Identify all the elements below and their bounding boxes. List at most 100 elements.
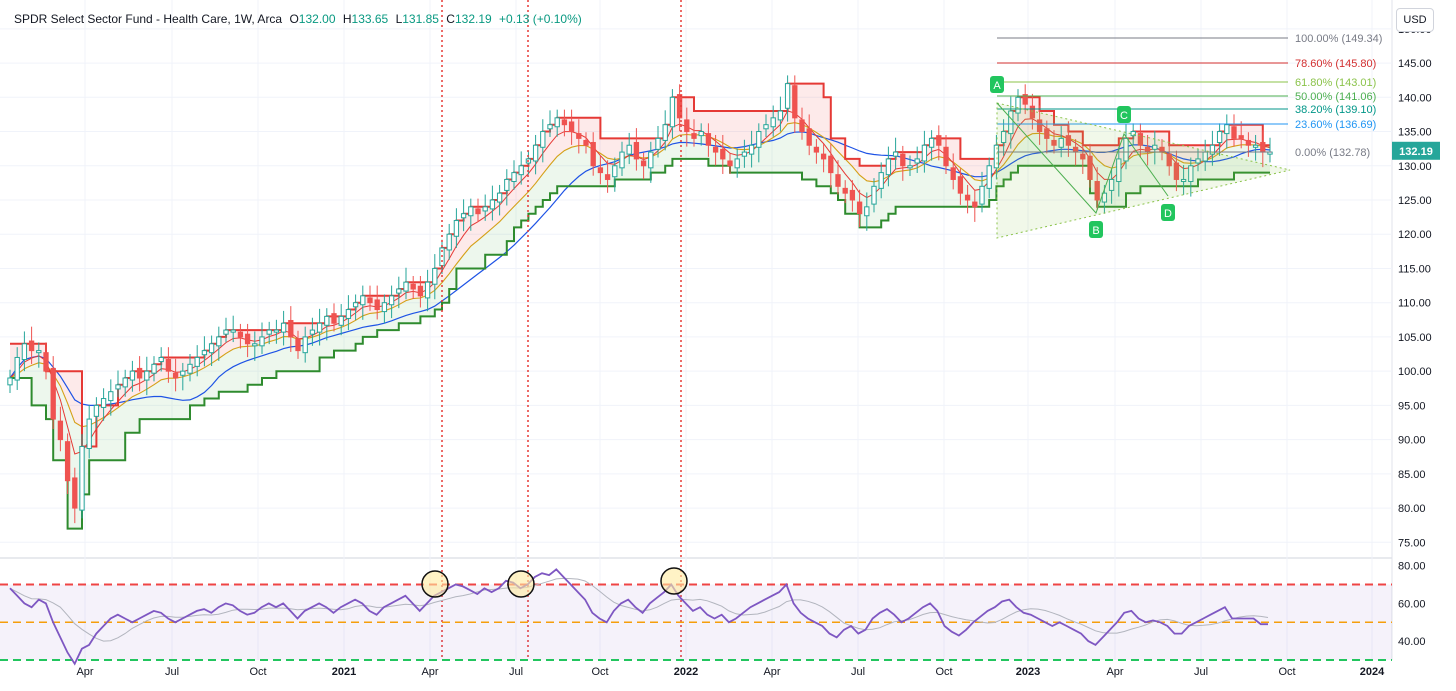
candle (1087, 143, 1093, 188)
candle-body (129, 370, 136, 381)
candle-body (1087, 155, 1093, 180)
candle (57, 406, 64, 452)
time-tick-label: Oct (935, 666, 952, 678)
candle (590, 132, 596, 176)
candle-body (842, 187, 848, 194)
candle (446, 223, 452, 260)
candle (777, 96, 784, 132)
candle (1000, 119, 1007, 156)
candle (295, 330, 301, 359)
candle-body (684, 119, 690, 133)
fib-level-label: 50.00% (141.06) (1295, 91, 1376, 103)
rsi-tick-label: 60.00 (1398, 598, 1426, 610)
candle (216, 326, 222, 361)
candle (511, 160, 517, 190)
time-tick-label: Jul (509, 666, 523, 678)
candle-body (1008, 110, 1014, 135)
candle (921, 130, 928, 173)
candle (576, 119, 582, 154)
open-label: O (289, 12, 299, 26)
candle (727, 152, 733, 174)
candle-body (403, 281, 409, 292)
candle (820, 143, 827, 173)
candle (316, 308, 323, 346)
candle-body (180, 370, 186, 376)
fib-level-label: 38.20% (139.10) (1295, 104, 1376, 116)
price-tick-label: 80.00 (1398, 503, 1426, 515)
price-tick-label: 110.00 (1398, 298, 1431, 310)
candle (1188, 157, 1194, 197)
candle-body (367, 297, 373, 304)
open-value: 132.00 (298, 12, 336, 26)
candle-body (1173, 162, 1180, 180)
candle-body (828, 155, 834, 174)
candle (72, 467, 78, 524)
candle-body (21, 343, 28, 361)
candle (280, 310, 287, 346)
candle-body (612, 165, 618, 178)
close-value: 132.19 (454, 12, 492, 26)
candle (648, 141, 654, 183)
time-tick-label: Jul (851, 666, 865, 678)
candle-body (165, 359, 172, 372)
candle-body (1000, 131, 1007, 143)
candle-body (7, 377, 13, 386)
candle-body (1036, 119, 1043, 133)
candle-body (1044, 128, 1050, 139)
candle-body (720, 148, 726, 160)
candle (1245, 132, 1252, 157)
candle-body (144, 370, 150, 381)
close-label: C (446, 12, 455, 26)
candle (619, 141, 625, 177)
candle (655, 126, 661, 158)
candle-body (784, 83, 791, 109)
candle-body (979, 185, 985, 205)
candle (828, 143, 834, 188)
candle-body (417, 285, 424, 297)
candle (151, 356, 157, 382)
price-tick-label: 130.00 (1398, 161, 1432, 173)
candle-body (698, 131, 704, 137)
candle (676, 84, 683, 132)
candle-body (957, 176, 964, 194)
time-tick-label: Oct (591, 666, 608, 678)
candle (532, 134, 539, 175)
candle (453, 208, 460, 248)
candle-body (1022, 94, 1028, 105)
time-tick-label: 2023 (1016, 666, 1040, 678)
candle-body (1245, 139, 1252, 146)
candle (1036, 105, 1043, 145)
price-tick-label: 85.00 (1398, 469, 1426, 481)
candle (129, 360, 136, 392)
candle-body (1152, 144, 1158, 150)
candle-body (626, 144, 632, 155)
candle (748, 130, 755, 168)
candle (864, 192, 870, 231)
candle-body (489, 199, 496, 210)
change-value: +0.13 (+0.10%) (499, 12, 582, 26)
candle (187, 354, 193, 382)
candle (1130, 123, 1136, 146)
fib-level-label: 23.60% (136.69) (1295, 119, 1376, 131)
price-tick-label: 105.00 (1398, 332, 1432, 344)
candle-body (871, 185, 877, 205)
price-tick-label: 100.00 (1398, 366, 1432, 378)
candle-body (295, 338, 301, 352)
candle-body (921, 144, 928, 162)
candle (626, 132, 632, 165)
pattern-label: B (1092, 225, 1099, 237)
candle (871, 178, 877, 213)
candle-body (1116, 158, 1122, 183)
candle (604, 160, 611, 193)
candle-body (741, 151, 748, 157)
candle (842, 180, 848, 204)
candle (158, 347, 164, 372)
candle-body (64, 441, 71, 482)
candle (705, 123, 712, 157)
currency-button[interactable]: USD (1396, 8, 1434, 32)
candle (345, 295, 352, 331)
candle-body (482, 206, 488, 212)
candle (547, 110, 553, 138)
